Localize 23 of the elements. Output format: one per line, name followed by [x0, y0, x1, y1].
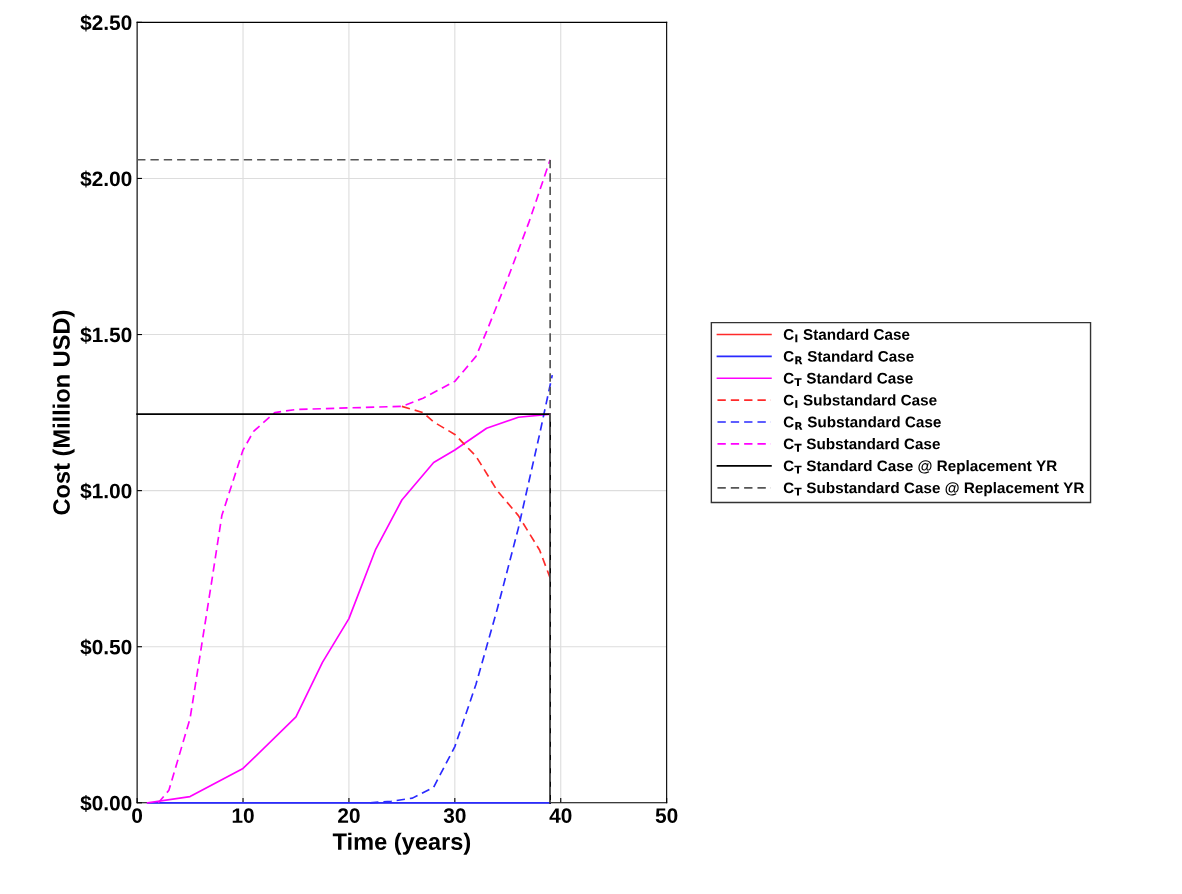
y-axis-title: Cost (Million USD) — [52, 310, 75, 515]
y-tick-label: $2.50 — [80, 14, 132, 32]
x-tick-label: 30 — [443, 808, 466, 824]
x-tick-label: 50 — [655, 808, 678, 823]
y-tick-label: $0.00 — [80, 794, 132, 812]
x-tick-label: 0 — [132, 808, 143, 823]
legend-label: C$_{T}$ Substandard Case @ Replacement YR — [783, 482, 1085, 497]
y-tick-label: $1.00 — [80, 482, 132, 500]
line-series — [401, 405, 551, 579]
x-axis-title: Time (years) — [332, 832, 471, 855]
y-tick-label: $1.50 — [80, 326, 132, 344]
legend-label: C$_{T}$ Standard Case — [783, 372, 913, 387]
legend-label: C$_{R}$ Substandard Case — [783, 416, 941, 430]
x-tick-label: 40 — [549, 808, 572, 823]
x-tick-label: 10 — [232, 808, 254, 823]
legend-label: C$_{T}$ Substandard Case — [783, 438, 940, 452]
legend-label: C$_{R}$ Standard Case — [783, 350, 914, 365]
y-tick-label: $0.50 — [80, 638, 132, 656]
legend-label: C$_{I}$ Standard Case — [783, 328, 910, 343]
legend-label: C$_{I}$ Substandard Case — [783, 394, 937, 408]
legend-label: C$_{T}$ Standard Case @ Replacement YR — [783, 460, 1057, 475]
x-tick-label: 20 — [338, 808, 360, 823]
y-tick-label: $2.00 — [80, 170, 132, 188]
